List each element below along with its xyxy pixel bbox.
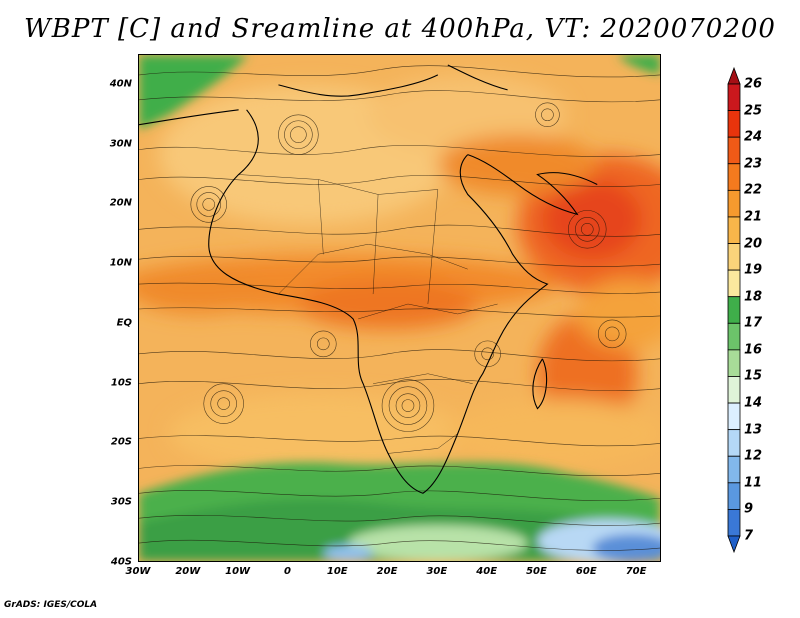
lon-label: 50E <box>526 566 547 577</box>
lon-label: 20E <box>376 566 398 577</box>
colorbar-label: 17 <box>744 315 763 331</box>
colorbar-segment <box>727 429 741 457</box>
colorbar-label: 7 <box>744 528 754 544</box>
colorbar-label: 21 <box>744 209 763 225</box>
lon-label: 30E <box>426 566 448 577</box>
lat-label: 10N <box>109 257 132 269</box>
colorbar-segment <box>727 243 741 271</box>
southern-green-band <box>139 462 660 561</box>
colorbar-label: 16 <box>744 342 763 358</box>
chart-title: WBPT [C] and Sreamline at 400hPa, VT: 20… <box>24 14 776 44</box>
colorbar-segment <box>727 296 741 324</box>
colorbar-label: 18 <box>744 289 763 305</box>
colorbar-label: 9 <box>744 501 754 517</box>
colorbar-label: 24 <box>744 129 763 145</box>
grads-credit: GrADS: IGES/COLA <box>4 600 98 610</box>
colorbar-label: 12 <box>744 448 763 464</box>
colorbar-label: 19 <box>744 262 763 278</box>
wbpt-streamline-map <box>139 55 660 561</box>
lat-label: 20N <box>109 197 132 209</box>
colorbar-segment <box>727 482 741 510</box>
colorbar-segment <box>727 136 741 165</box>
colorbar-segment <box>727 402 741 431</box>
streamlines <box>139 65 660 551</box>
colorbar-label: 25 <box>744 103 763 119</box>
lon-label: 30W <box>125 566 151 577</box>
lat-label: EQ <box>116 317 132 329</box>
lat-label: 30N <box>109 138 132 150</box>
colorbar <box>727 66 741 554</box>
colorbar-label: 13 <box>744 422 763 438</box>
lat-label: 20S <box>110 436 132 448</box>
lon-label: 0 <box>283 566 291 577</box>
colorbar-segment <box>727 83 741 111</box>
lon-label: 40E <box>476 566 498 577</box>
colorbar-segment <box>727 322 741 351</box>
colorbar-segment <box>727 349 741 377</box>
colorbar-label: 14 <box>744 395 763 411</box>
colorbar-label: 15 <box>744 368 763 384</box>
lon-label: 20W <box>175 566 201 577</box>
map-panel <box>138 54 661 562</box>
colorbar-label: 20 <box>744 236 763 252</box>
colorbar-segment <box>727 455 741 484</box>
colorbar-segment <box>727 216 741 244</box>
colorbar-segment <box>727 269 741 298</box>
colorbar-segment <box>727 376 741 404</box>
colorbar-label: 23 <box>744 156 763 172</box>
colorbar-bottom-arrow <box>727 535 741 554</box>
coastlines <box>139 64 598 494</box>
lat-label: 40N <box>109 78 132 90</box>
lat-label: 10S <box>110 377 132 389</box>
colorbar-segment <box>727 163 741 191</box>
shading-field <box>139 74 660 474</box>
lat-label: 40S <box>110 556 132 568</box>
colorbar-segment <box>727 110 741 138</box>
country-borders <box>238 174 498 454</box>
colorbar-top-arrow <box>727 66 741 85</box>
lon-label: 10E <box>326 566 348 577</box>
lon-label: 60E <box>575 566 597 577</box>
lon-label: 10W <box>225 566 251 577</box>
lon-label: 70E <box>625 566 647 577</box>
northern-green-patch <box>139 55 660 130</box>
colorbar-label: 26 <box>744 76 763 92</box>
colorbar-label: 11 <box>744 475 763 491</box>
lat-label: 30S <box>110 496 132 508</box>
colorbar-segment <box>727 189 741 218</box>
colorbar-segment <box>727 509 741 537</box>
colorbar-label: 22 <box>744 182 763 198</box>
